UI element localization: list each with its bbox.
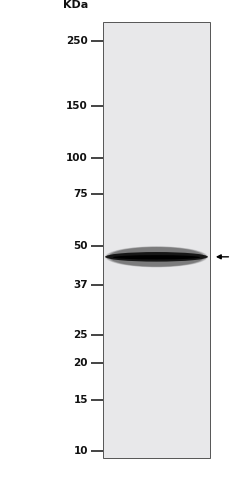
Ellipse shape xyxy=(105,252,208,262)
Text: 37: 37 xyxy=(74,279,88,289)
Text: KDa: KDa xyxy=(63,0,88,10)
Text: 75: 75 xyxy=(74,190,88,200)
Text: 25: 25 xyxy=(74,330,88,339)
Ellipse shape xyxy=(105,246,208,267)
Text: 15: 15 xyxy=(74,395,88,405)
Ellipse shape xyxy=(113,255,200,260)
Text: 20: 20 xyxy=(74,358,88,368)
Text: 10: 10 xyxy=(74,446,88,456)
Text: 250: 250 xyxy=(66,36,88,46)
Bar xyxy=(103,22,210,458)
Text: 100: 100 xyxy=(66,153,88,163)
Text: 50: 50 xyxy=(74,241,88,251)
Text: 150: 150 xyxy=(66,101,88,111)
Ellipse shape xyxy=(109,247,204,267)
Ellipse shape xyxy=(107,247,206,267)
